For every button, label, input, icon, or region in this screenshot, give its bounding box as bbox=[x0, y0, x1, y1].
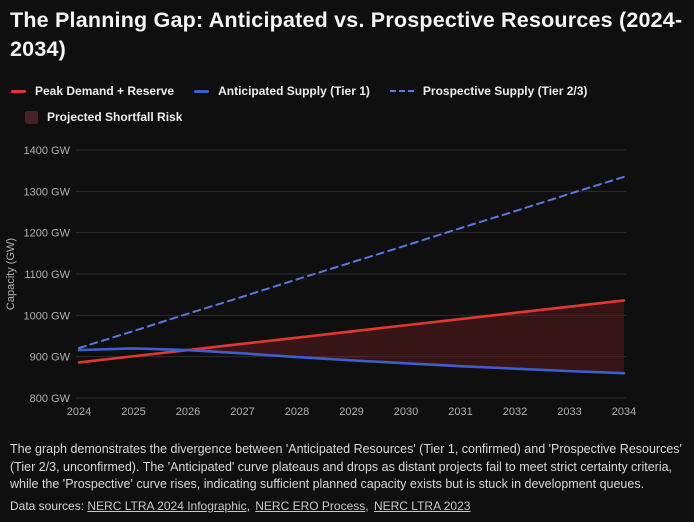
series-line-peak-demand bbox=[77, 299, 626, 364]
chart-description: The graph demonstrates the divergence be… bbox=[10, 442, 682, 491]
y-tick-label: 1100 GW bbox=[24, 269, 70, 281]
y-tick-label: 1400 GW bbox=[24, 145, 71, 157]
y-axis-title: Capacity (GW) bbox=[5, 238, 17, 310]
chart-legend-row-2: Projected Shortfall Risk bbox=[25, 110, 182, 124]
x-tick-label: 2026 bbox=[176, 406, 200, 418]
chart-legend-row-1: Peak Demand + Reserve Anticipated Supply… bbox=[11, 84, 587, 98]
legend-item-prospective-supply: Prospective Supply (Tier 2/3) bbox=[389, 84, 588, 98]
data-sources-label: Data sources: bbox=[10, 499, 88, 513]
legend-item-anticipated-supply: Anticipated Supply (Tier 1) bbox=[194, 84, 370, 98]
x-tick-label: 2031 bbox=[448, 406, 472, 418]
legend-item-shortfall-risk: Projected Shortfall Risk bbox=[25, 110, 182, 124]
x-tick-label: 2025 bbox=[121, 406, 145, 418]
data-sources: Data sources: NERC LTRA 2024 Infographic… bbox=[10, 499, 470, 513]
source-separator: , bbox=[246, 499, 254, 513]
x-tick-label: 2032 bbox=[503, 406, 527, 418]
blue-line-swatch-icon bbox=[194, 89, 210, 93]
y-tick-label: 1200 GW bbox=[24, 228, 71, 240]
legend-label-shortfall-risk: Projected Shortfall Risk bbox=[47, 110, 183, 124]
dashed-line-swatch-icon bbox=[389, 90, 414, 92]
capacity-line-chart: 800 GW 900 GW 1000 GW 1100 GW 1200 GW 1300 GW… bbox=[5, 145, 636, 418]
series-line-anticipated bbox=[77, 347, 626, 375]
legend-label-prospective-supply: Prospective Supply (Tier 2/3) bbox=[422, 84, 588, 98]
y-tick-label: 900 GW bbox=[30, 352, 71, 364]
x-tick-label: 2024 bbox=[67, 406, 91, 418]
x-tick-label: 2033 bbox=[557, 406, 581, 418]
source-separator: , bbox=[365, 499, 372, 513]
x-tick-label: 2029 bbox=[339, 406, 363, 418]
x-tick-label: 2028 bbox=[285, 406, 309, 418]
source-link-nerc-ltra-2023[interactable]: NERC LTRA 2023 bbox=[373, 499, 471, 513]
legend-label-peak-demand: Peak Demand + Reserve bbox=[35, 84, 175, 98]
page-title: The Planning Gap: Anticipated vs. Prospe… bbox=[10, 8, 683, 62]
series-line-prospective bbox=[78, 175, 625, 349]
source-link-nerc-ero-process[interactable]: NERC ERO Process bbox=[255, 499, 366, 513]
shortfall-risk-area bbox=[188, 300, 624, 374]
y-tick-label: 1000 GW bbox=[24, 310, 71, 322]
x-tick-label: 2034 bbox=[612, 406, 636, 418]
legend-item-peak-demand: Peak Demand + Reserve bbox=[11, 84, 174, 98]
legend-label-anticipated-supply: Anticipated Supply (Tier 1) bbox=[218, 84, 370, 98]
x-tick-label: 2027 bbox=[230, 406, 254, 418]
x-tick-label: 2030 bbox=[394, 406, 418, 418]
red-line-swatch-icon bbox=[11, 89, 26, 93]
source-link-nerc-ltra-2024-infographic[interactable]: NERC LTRA 2024 Infographic bbox=[87, 499, 247, 513]
y-tick-label: 1300 GW bbox=[24, 186, 71, 198]
shortfall-area-swatch-icon bbox=[25, 110, 38, 124]
y-tick-label: 800 GW bbox=[30, 393, 71, 405]
